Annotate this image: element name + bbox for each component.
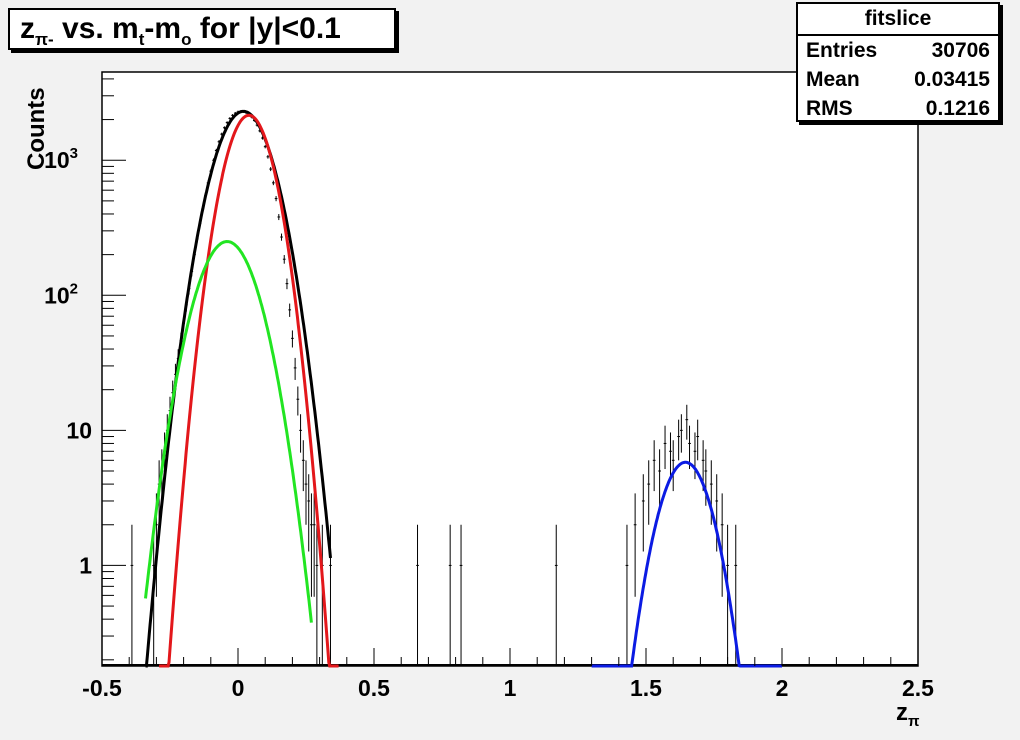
y-tick-base: 10	[44, 147, 70, 173]
stats-value: 0.03415	[914, 68, 990, 91]
stats-row-entries: Entries 30706	[798, 36, 998, 65]
y-tick-label: 103	[44, 145, 78, 173]
y-tick-label: 10	[66, 417, 92, 443]
y-tick-exponent: 2	[70, 280, 78, 297]
stats-label: RMS	[806, 97, 853, 120]
x-tick-label: 2.5	[902, 675, 934, 701]
title-part-z: z	[20, 12, 35, 45]
title-sub-o: o	[181, 30, 192, 49]
stats-label: Entries	[806, 39, 878, 62]
stats-value: 0.1216	[925, 97, 990, 120]
y-axis-title: Counts	[23, 87, 50, 170]
fit-curve-peak2	[591, 460, 782, 668]
stats-header: fitslice	[798, 4, 998, 36]
x-tick-label: 1	[504, 675, 517, 701]
x-axis-title: zπ	[896, 699, 920, 730]
y-tick-exponent: 3	[70, 145, 78, 162]
y-tick-base: 10	[44, 282, 70, 308]
title-sub-pi: π-	[35, 30, 54, 49]
stats-label: Mean	[806, 68, 860, 91]
chart-title: zπ- vs. mt-mo for |y|<0.1	[8, 8, 396, 50]
fit-curve-main	[159, 113, 339, 668]
x-axis-title-sub: π	[908, 713, 920, 730]
title-part-mid: vs. m	[53, 12, 139, 45]
x-axis-title-main: z	[896, 699, 908, 726]
y-tick-label: 1	[79, 552, 92, 578]
stats-row-mean: Mean 0.03415	[798, 65, 998, 94]
x-tick-label: 1.5	[630, 675, 662, 701]
x-tick-label: 0.5	[358, 675, 390, 701]
fit-curve-secondary	[144, 239, 313, 623]
title-part-dash: -m	[144, 12, 182, 45]
stats-value: 30706	[931, 39, 990, 62]
x-tick-label: 2	[776, 675, 789, 701]
title-sub-t: t	[138, 30, 145, 49]
plot-frame	[101, 71, 919, 667]
stats-box: fitslice Entries 30706 Mean 0.03415 RMS …	[796, 2, 1000, 122]
y-tick-label: 102	[44, 280, 78, 308]
x-tick-label: -0.5	[82, 675, 122, 701]
title-part-tail: for |y|<0.1	[191, 12, 341, 45]
x-tick-label: 0	[232, 675, 245, 701]
stats-row-rms: RMS 0.1216	[798, 94, 998, 123]
